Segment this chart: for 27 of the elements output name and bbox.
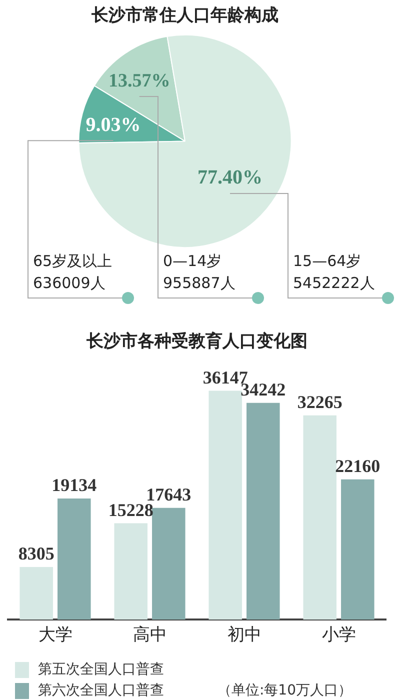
chart-title: 长沙市常住人口年龄构成: [90, 6, 278, 26]
x-tick-label: 初中: [227, 625, 262, 646]
bar: [303, 415, 336, 620]
data-label: 8305: [18, 544, 54, 564]
bar: [341, 479, 374, 620]
data-label: 22160: [335, 456, 380, 476]
data-label: 32265: [297, 392, 342, 412]
slice-label: 15—64岁 5452222人: [293, 252, 375, 292]
data-label: 9.03%: [86, 114, 141, 136]
legend-label: 第六次全国人口普查: [38, 682, 164, 699]
text: （单位:每10万人口）: [217, 682, 352, 699]
bar: [152, 508, 186, 620]
bar: [114, 523, 148, 620]
data-label: 77.40%: [197, 166, 262, 189]
bar: [246, 402, 280, 620]
bar: [58, 498, 91, 620]
slice-label: 0—14岁 955887人: [163, 252, 236, 292]
x-tick-label: 高中: [132, 625, 167, 646]
bar: [20, 567, 53, 620]
data-label: 19134: [52, 475, 97, 496]
x-tick-label: 大学: [38, 625, 72, 646]
bar: [208, 390, 242, 620]
slice-label: 65岁及以上 636009人: [33, 252, 112, 292]
data-label: 13.57%: [108, 70, 170, 92]
legend-label: 第五次全国人口普查: [38, 660, 164, 678]
chart-title: 长沙市各种受教育人口变化图: [86, 330, 308, 352]
x-tick-label: 小学: [322, 625, 356, 646]
